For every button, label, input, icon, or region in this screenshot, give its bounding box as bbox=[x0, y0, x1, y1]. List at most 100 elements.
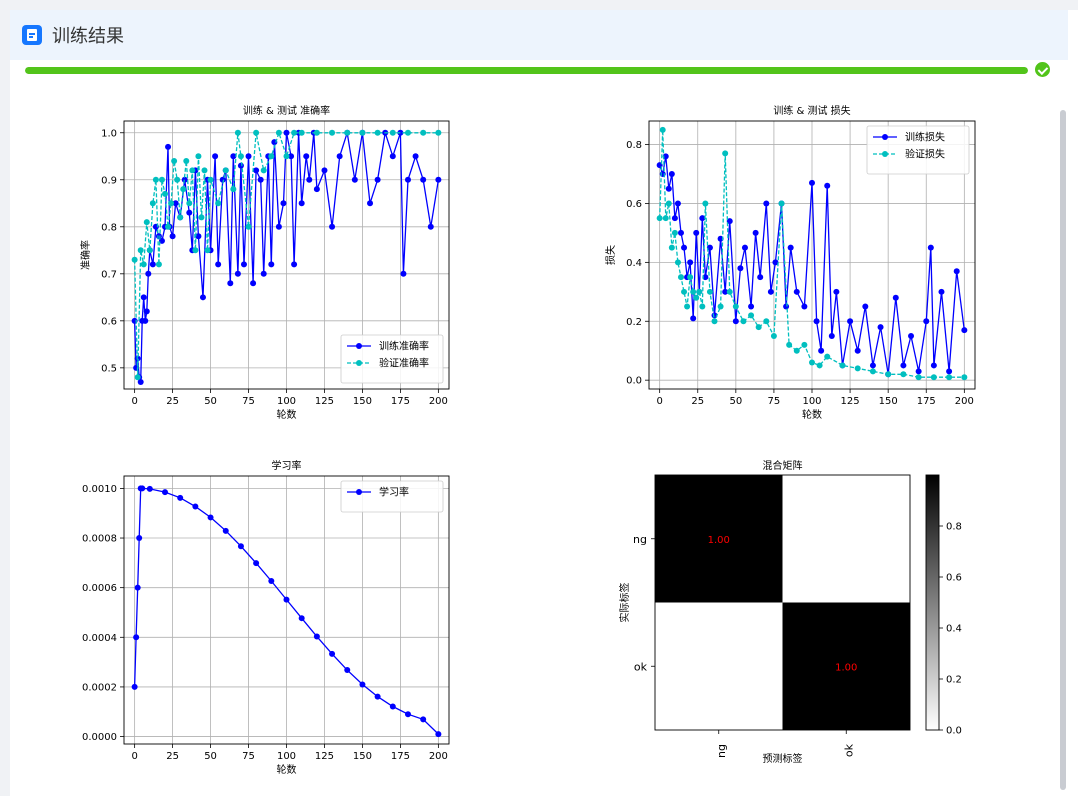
heatmap-title: 混合矩阵 bbox=[763, 459, 803, 472]
data-point bbox=[280, 200, 287, 207]
chart-title: 训练 & 测试 损失 bbox=[773, 104, 850, 117]
y-tick-label: 0.5 bbox=[101, 363, 117, 374]
data-point bbox=[234, 129, 241, 136]
data-point bbox=[143, 308, 150, 315]
data-point bbox=[783, 303, 790, 310]
data-point bbox=[137, 247, 144, 254]
x-axis-label: 轮数 bbox=[277, 408, 297, 421]
data-point bbox=[787, 244, 794, 251]
data-point bbox=[283, 129, 290, 136]
data-point bbox=[149, 200, 156, 207]
data-point bbox=[681, 288, 688, 295]
x-tick-label: 0 bbox=[131, 751, 137, 762]
data-point bbox=[168, 200, 175, 207]
x-tick-label: 0 bbox=[656, 396, 662, 407]
y-tick-label: 0.0 bbox=[626, 376, 642, 387]
data-point bbox=[674, 259, 681, 266]
data-point bbox=[313, 129, 320, 136]
data-point bbox=[732, 318, 739, 325]
data-point bbox=[253, 129, 260, 136]
data-point bbox=[793, 347, 800, 354]
data-point bbox=[690, 288, 697, 295]
data-point bbox=[915, 374, 922, 381]
plot-frame bbox=[123, 120, 450, 390]
x-tick-label: 75 bbox=[242, 396, 255, 407]
x-tick-label: 75 bbox=[768, 396, 781, 407]
data-point bbox=[726, 218, 733, 225]
data-point bbox=[702, 200, 709, 207]
data-point bbox=[137, 378, 144, 385]
data-point bbox=[313, 186, 320, 193]
x-tick-label: 50 bbox=[729, 396, 742, 407]
y-tick-label: 0.2 bbox=[626, 317, 642, 328]
data-point bbox=[684, 303, 691, 310]
x-tick-label: 125 bbox=[315, 396, 334, 407]
y-axis-label: 损失 bbox=[604, 245, 617, 265]
data-point bbox=[134, 374, 141, 381]
x-tick-label: 200 bbox=[429, 396, 448, 407]
x-tick-label: 100 bbox=[277, 751, 296, 762]
data-point bbox=[146, 247, 153, 254]
data-point bbox=[690, 315, 697, 322]
data-point bbox=[671, 229, 678, 236]
data-point bbox=[257, 176, 264, 183]
x-tick-label: 0 bbox=[131, 396, 137, 407]
data-point bbox=[234, 270, 241, 277]
x-axis-label: 轮数 bbox=[277, 763, 297, 776]
y-tick-label: 0.6 bbox=[626, 199, 642, 210]
legend-box bbox=[866, 125, 970, 175]
data-point bbox=[329, 129, 336, 136]
data-point bbox=[321, 167, 328, 174]
data-point bbox=[145, 270, 152, 277]
heatmap-frame bbox=[654, 474, 911, 731]
legend-marker bbox=[356, 489, 362, 495]
data-point bbox=[222, 167, 229, 174]
colorbar-tick-label: 0.0 bbox=[946, 726, 962, 737]
y-tick-label: 0.9 bbox=[101, 175, 117, 186]
data-point bbox=[755, 324, 762, 331]
data-point bbox=[275, 223, 282, 230]
data-point bbox=[192, 503, 199, 510]
data-point bbox=[177, 494, 184, 501]
data-point bbox=[828, 332, 835, 339]
scrollbar[interactable] bbox=[1060, 110, 1066, 790]
legend-label: 验证损失 bbox=[905, 148, 945, 161]
data-point bbox=[938, 288, 945, 295]
data-point bbox=[671, 215, 678, 222]
data-point bbox=[748, 303, 755, 310]
legend-label: 训练准确率 bbox=[379, 340, 429, 353]
data-point bbox=[420, 716, 427, 723]
data-point bbox=[854, 347, 861, 354]
data-point bbox=[435, 731, 442, 738]
data-point bbox=[717, 303, 724, 310]
data-point bbox=[793, 288, 800, 295]
data-point bbox=[165, 143, 172, 150]
data-point bbox=[930, 374, 937, 381]
data-point bbox=[737, 265, 744, 272]
page-title: 训练结果 bbox=[52, 26, 124, 47]
data-point bbox=[706, 244, 713, 251]
legend-label: 学习率 bbox=[379, 486, 409, 499]
data-point bbox=[192, 247, 199, 254]
data-point bbox=[183, 157, 190, 164]
data-point bbox=[245, 223, 252, 230]
data-point bbox=[237, 543, 244, 550]
data-point bbox=[927, 244, 934, 251]
data-point bbox=[900, 371, 907, 378]
data-point bbox=[283, 596, 290, 603]
data-point bbox=[908, 332, 915, 339]
colorbar-tick-label: 0.2 bbox=[946, 675, 962, 686]
data-point bbox=[181, 176, 188, 183]
data-point bbox=[397, 129, 404, 136]
data-point bbox=[662, 215, 669, 222]
legend-marker bbox=[356, 360, 362, 366]
data-point bbox=[298, 129, 305, 136]
data-point bbox=[668, 244, 675, 251]
y-tick-label: 0.6 bbox=[101, 316, 117, 327]
x-tick-label: 150 bbox=[353, 396, 372, 407]
data-point bbox=[260, 167, 267, 174]
data-point bbox=[427, 223, 434, 230]
data-point bbox=[207, 176, 214, 183]
data-point bbox=[665, 185, 672, 192]
data-point bbox=[268, 261, 275, 268]
